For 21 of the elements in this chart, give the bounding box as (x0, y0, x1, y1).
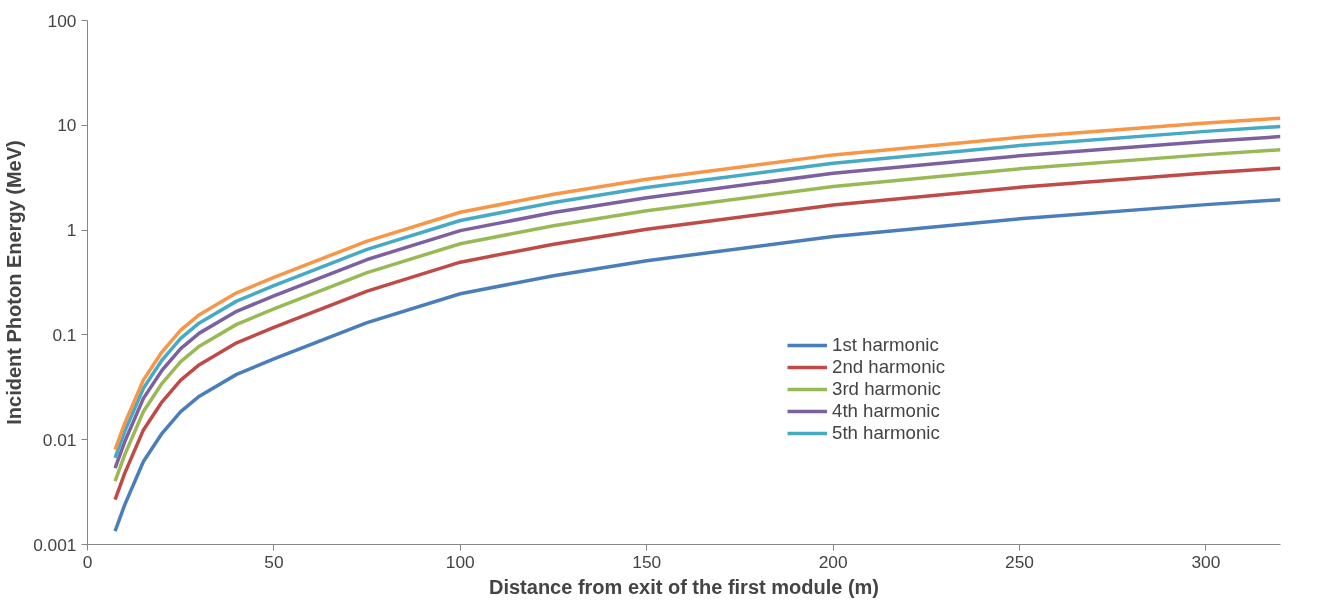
y-tick-label: 100 (47, 10, 77, 31)
line-series (113, 197, 1281, 533)
y-tick-label: 0.1 (52, 324, 77, 345)
legend-label: 4th harmonic (832, 400, 940, 422)
y-axis-title: Incident Photon Energy (MeV) (3, 140, 26, 425)
legend-label: 3rd harmonic (832, 378, 941, 400)
legend-label: 1st harmonic (832, 334, 939, 356)
y-tick-label: 0.01 (42, 429, 77, 450)
y-tick-label: 10 (57, 115, 77, 136)
x-tick-label: 250 (1005, 551, 1034, 572)
x-tick-label: 50 (264, 551, 284, 572)
legend-label: 5th harmonic (832, 422, 940, 444)
legend-label: 2nd harmonic (832, 356, 946, 378)
y-tick-label: 0.001 (33, 534, 77, 555)
x-tick-label: 300 (1191, 551, 1221, 572)
x-tick-label: 150 (632, 551, 662, 572)
y-tick-label: 1 (66, 220, 77, 241)
x-tick-label: 0 (82, 551, 93, 572)
x-axis-title: Distance from exit of the first module (m) (488, 575, 880, 598)
x-tick-label: 200 (818, 551, 848, 572)
x-tick-label: 100 (445, 551, 475, 572)
